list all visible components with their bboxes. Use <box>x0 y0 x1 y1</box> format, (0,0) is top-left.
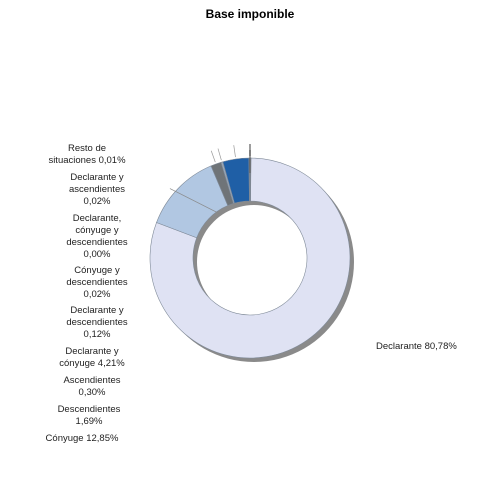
leader-line-conyuge <box>169 188 221 215</box>
slice-label-declarante-y-conyuge: Declarante y cónyuge 4,21% <box>59 346 125 369</box>
chart-title: Base imponible <box>205 7 295 21</box>
slice-label-conyuge: Cónyuge 12,85% <box>45 433 119 444</box>
slice-label-resto-de-situaciones: Resto de situaciones 0,01% <box>48 143 126 166</box>
leader-line <box>233 145 236 158</box>
slice-label-declarante-conyuge-y-descendientes: Declarante, cónyuge y descendientes 0,00… <box>66 213 128 260</box>
chart-leader-lines <box>169 143 251 215</box>
leader-line <box>210 150 216 163</box>
leader-line <box>217 148 222 161</box>
chart-slices <box>149 157 351 359</box>
slice-label-declarante-y-ascendientes: Declarante y ascendientes 0,02% <box>69 172 125 207</box>
slice-label-conyuge-y-descendientes: Cónyuge y descendientes 0,02% <box>66 265 128 300</box>
slice-label-declarante-y-descendientes: Declarante y descendientes 0,12% <box>66 305 128 340</box>
donut-slice-declarante <box>149 157 351 359</box>
slice-label-declarante: Declarante 80,78% <box>376 341 457 352</box>
slice-label-ascendientes: Ascendientes 0,30% <box>63 375 121 398</box>
slice-label-descendientes: Descendientes 1,69% <box>57 404 121 427</box>
